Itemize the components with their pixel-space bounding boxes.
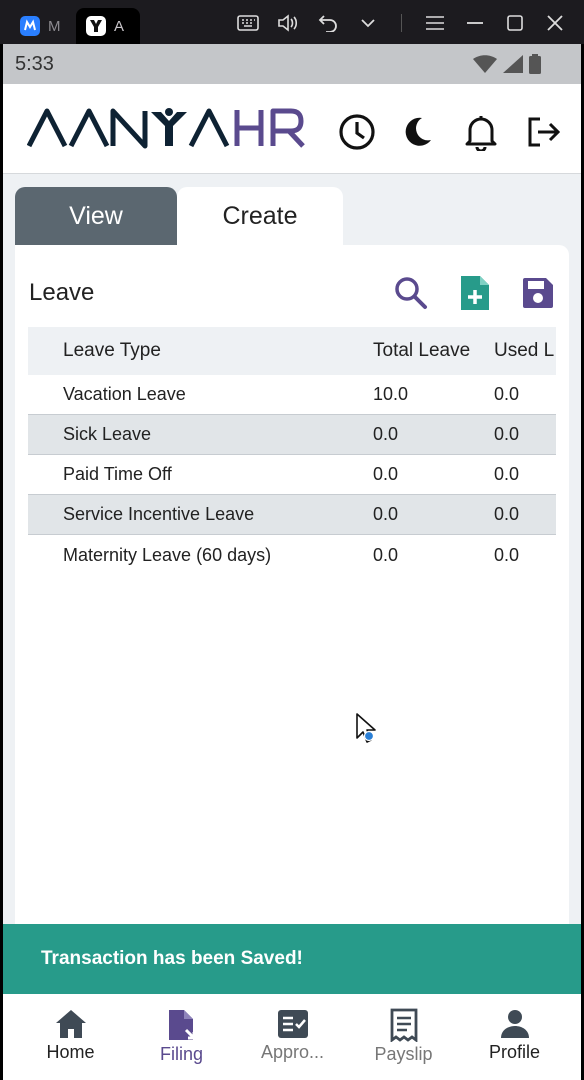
nav-home[interactable]: Home (13, 994, 128, 1080)
total-leave-cell: 0.0 (373, 464, 399, 484)
window-tab-2[interactable]: A (76, 8, 140, 44)
used-leave-cell: 0.0 (494, 544, 520, 565)
bottom-navigation: Home Filing Appro... Payslip Profile (3, 994, 581, 1080)
leave-card: Leave Leave Type Total Leave Used L Vaca… (15, 245, 569, 965)
window-tab-1[interactable]: M (10, 8, 76, 44)
table-header-row: Leave Type Total Leave Used L (28, 327, 556, 375)
table-row[interactable]: Paid Time Off 0.0 0.0 (28, 455, 556, 495)
undo-icon[interactable] (315, 10, 341, 36)
history-icon[interactable] (337, 112, 377, 152)
nav-approvals[interactable]: Appro... (235, 994, 350, 1080)
status-time: 5:33 (15, 53, 54, 75)
leave-type-cell: Sick Leave (63, 424, 152, 444)
phone-screen: 5:33 (3, 44, 581, 1080)
nav-home-label: Home (46, 1042, 95, 1062)
used-leave-cell: 0.0 (494, 384, 520, 404)
approvals-icon (277, 1010, 308, 1038)
mouse-cursor-icon (355, 712, 381, 751)
total-leave-cell: 0.0 (373, 544, 399, 565)
profile-icon (500, 1010, 529, 1038)
nav-profile-label: Profile (488, 1042, 541, 1062)
nav-filing-label: Filing (159, 1044, 203, 1064)
maximize-icon[interactable] (502, 10, 528, 36)
status-bar: 5:33 (3, 44, 581, 84)
title-bar-divider (401, 14, 402, 32)
search-icon[interactable] (391, 273, 431, 313)
used-leave-cell: 0.0 (494, 504, 520, 524)
table-row[interactable]: Service Incentive Leave 0.0 0.0 (28, 495, 556, 535)
app-header (3, 84, 581, 174)
table-row[interactable]: Sick Leave 0.0 0.0 (28, 415, 556, 455)
nav-payslip[interactable]: Payslip (346, 994, 461, 1080)
tab-create[interactable]: Create (177, 187, 343, 245)
app-m-icon (20, 16, 40, 36)
leave-type-cell: Paid Time Off (63, 464, 172, 484)
volume-icon[interactable] (275, 10, 301, 36)
leave-type-cell: Vacation Leave (63, 384, 186, 404)
used-leave-cell: 0.0 (494, 464, 520, 484)
nav-filing[interactable]: Filing (124, 994, 239, 1080)
minimize-icon[interactable] (462, 10, 488, 36)
save-icon[interactable] (518, 273, 558, 313)
snackbar-message: Transaction has been Saved! (41, 948, 303, 969)
save-confirmation-snackbar: Transaction has been Saved! (3, 924, 581, 994)
new-file-icon[interactable] (455, 273, 495, 313)
used-leave-cell: 0.0 (494, 424, 520, 444)
aanya-hr-logo (26, 106, 307, 155)
table-row[interactable]: Vacation Leave 10.0 0.0 (28, 375, 556, 415)
filing-icon (168, 1010, 195, 1040)
emulator-title-bar: M A (0, 0, 584, 44)
dark-mode-icon[interactable] (397, 112, 437, 152)
view-create-tabs: View Create (15, 187, 345, 245)
leave-table: Leave Type Total Leave Used L Vacation L… (28, 327, 556, 575)
battery-icon (529, 54, 541, 74)
home-icon (55, 1010, 86, 1038)
nav-profile[interactable]: Profile (457, 994, 572, 1080)
leave-type-cell: Maternity Leave (60 days) (63, 544, 272, 565)
total-leave-cell: 0.0 (373, 424, 399, 444)
wifi-icon (473, 55, 497, 73)
chevron-down-icon[interactable] (355, 10, 381, 36)
leave-title: Leave (29, 279, 95, 306)
table-row[interactable]: Maternity Leave (60 days) 0.0 0.0 (28, 535, 556, 575)
total-leave-cell: 10.0 (373, 384, 409, 404)
tab-view[interactable]: View (15, 187, 177, 245)
keyboard-icon[interactable] (235, 10, 261, 36)
payslip-icon (390, 1008, 417, 1042)
column-header-total-leave: Total Leave (373, 340, 471, 361)
leave-type-cell: Service Incentive Leave (63, 504, 255, 524)
window-tab-2-label: A (114, 17, 125, 35)
column-header-leave-type: Leave Type (63, 340, 161, 361)
total-leave-cell: 0.0 (373, 504, 399, 524)
nav-approvals-label: Appro... (260, 1042, 325, 1062)
notification-bell-icon[interactable] (461, 112, 501, 152)
signal-icon (503, 55, 523, 73)
window-tab-1-label: M (48, 17, 61, 35)
logout-icon[interactable] (523, 112, 563, 152)
app-aanya-icon (86, 16, 106, 36)
column-header-used-leave: Used L (494, 340, 555, 361)
menu-icon[interactable] (422, 10, 448, 36)
close-icon[interactable] (542, 10, 568, 36)
nav-payslip-label: Payslip (374, 1044, 433, 1064)
